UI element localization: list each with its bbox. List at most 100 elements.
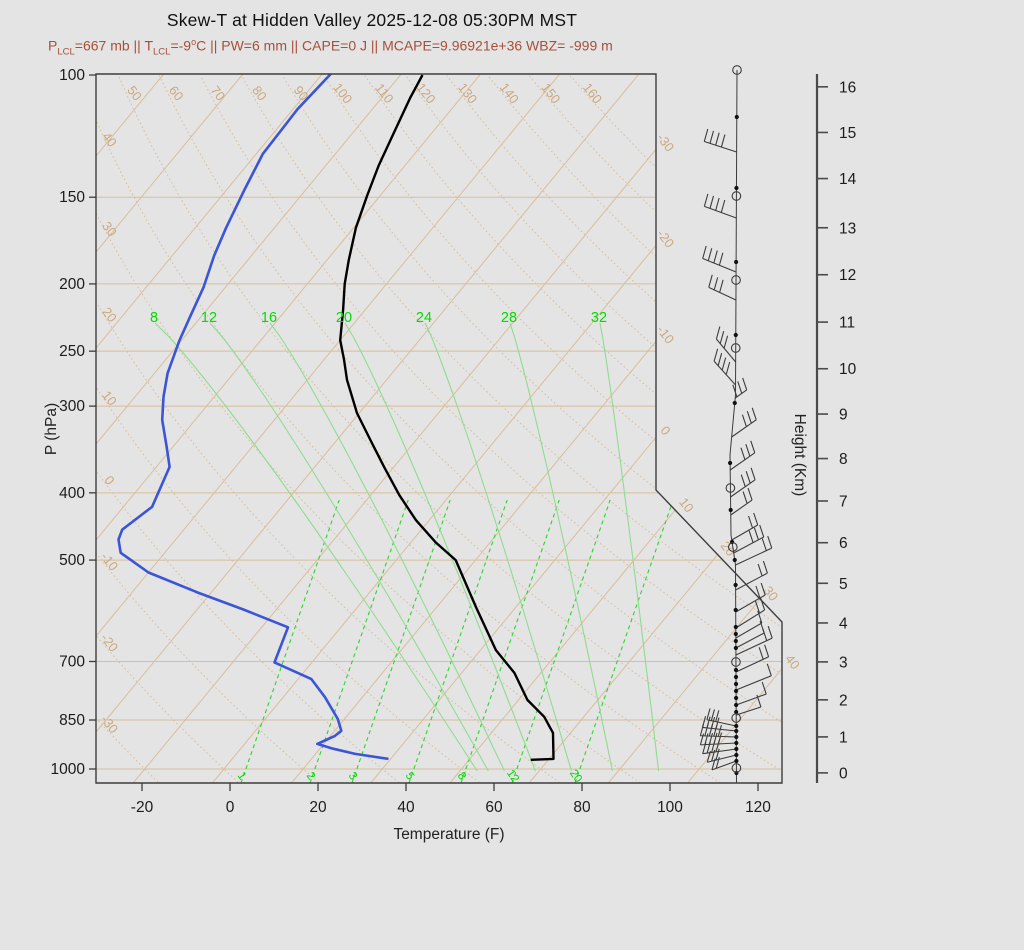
wind-level-dot (733, 681, 739, 687)
wind-level-dot (733, 332, 738, 338)
wind-level-dot (728, 507, 733, 513)
pressure-axis: 100 150 200 250 300 400 500 700 850 1000 (51, 67, 96, 778)
svg-text:30: 30 (761, 583, 782, 604)
svg-text:90: 90 (291, 83, 312, 104)
svg-text:60: 60 (166, 83, 187, 104)
pressure-tick-label: 1000 (51, 761, 86, 778)
height-tick-label: 4 (839, 615, 848, 632)
height-tick-label: 6 (839, 535, 848, 552)
wind-level-dot (732, 557, 737, 563)
height-tick-label: 1 (839, 729, 848, 746)
temperature-tick-label: 0 (226, 799, 235, 816)
wind-level-circle (731, 191, 742, 201)
moist-adiabat-label: 20 (336, 310, 352, 326)
height-tick-label: 16 (839, 79, 856, 96)
moist-adiabat-label: 24 (416, 310, 432, 326)
dry-adiabat-left-label: 0 (101, 473, 117, 488)
temperature-tick-label: -20 (131, 799, 154, 816)
svg-text:100: 100 (330, 80, 355, 106)
wind-level-circle (730, 343, 741, 353)
height-tick-label: 7 (839, 494, 848, 511)
pressure-tick-label: 500 (59, 552, 85, 569)
wind-level-circle (725, 483, 736, 493)
svg-text:160: 160 (580, 80, 605, 106)
wind-level-dot (733, 631, 738, 637)
wind-level-dot (734, 728, 739, 734)
wind-level-dot (733, 667, 739, 673)
moist-adiabat-label: 32 (591, 310, 607, 326)
svg-text:80: 80 (249, 83, 270, 104)
dry-adiabat-left-label: 30 (99, 219, 120, 240)
wind-level-dot (728, 460, 733, 466)
temperature-axis-label: Temperature (F) (393, 826, 505, 843)
height-tick-label: 5 (839, 576, 848, 593)
temperature-tick-label: 80 (573, 799, 591, 816)
temperature-tick-label: 20 (309, 799, 327, 816)
height-tick-label: 2 (839, 692, 848, 709)
wind-level-dot (734, 752, 739, 758)
height-tick-label: 3 (839, 654, 848, 671)
wind-level-dot (733, 688, 739, 694)
height-tick-label: 8 (839, 451, 848, 468)
wind-level-dot (733, 645, 738, 651)
pressure-tick-label: 850 (59, 712, 85, 729)
wind-level-dot (734, 723, 739, 729)
wind-level-circle (727, 542, 738, 552)
moist-adiabat-lines (154, 322, 660, 772)
wind-level-circle (731, 763, 742, 773)
moist-adiabat-label: 12 (201, 310, 217, 326)
wind-level-dot (733, 624, 738, 630)
temperature-tick-label: 60 (485, 799, 503, 816)
dry-adiabat-left-label: -20 (98, 631, 121, 655)
dry-adiabat-left-label: -10 (98, 549, 121, 573)
pressure-tick-label: 700 (59, 653, 85, 670)
temperature-tick-label: 100 (657, 799, 683, 816)
wind-level-dot (733, 638, 738, 644)
svg-text:140: 140 (497, 80, 522, 106)
pressure-tick-label: 300 (59, 398, 85, 415)
pressure-tick-label: 150 (59, 189, 85, 206)
height-tick-label: 14 (839, 171, 857, 188)
svg-text:10: 10 (676, 495, 697, 516)
svg-text:0: 0 (657, 423, 673, 438)
wind-barb-column (699, 65, 773, 784)
wind-level-dot (732, 400, 737, 406)
wind-level-dot (734, 185, 739, 191)
wind-level-dot (734, 702, 739, 708)
svg-text:70: 70 (208, 83, 229, 104)
wind-level-dot (734, 259, 739, 265)
dry-adiabat-left-label: 40 (99, 129, 120, 150)
plot-border (95, 73, 783, 784)
chart-subtitle-indices: PLCL=667 mb || TLCL=-9oC || PW=6 mm || C… (48, 37, 613, 58)
dry-adiabat-left-label: -30 (98, 712, 121, 736)
moist-adiabat-label: 28 (501, 310, 517, 326)
pressure-tick-label: 100 (59, 67, 85, 84)
temperature-tick-label: 40 (397, 799, 415, 816)
pressure-tick-label: 400 (59, 485, 85, 502)
dry-adiabat-left-label: 10 (99, 388, 120, 409)
wind-level-dot (733, 582, 738, 588)
dry-adiabat-left-label: 20 (99, 304, 120, 325)
temperature-tick-label: 120 (745, 799, 771, 816)
mixing-ratio-lines (240, 499, 674, 783)
dewpoint-curve (117, 74, 389, 761)
svg-text:40: 40 (782, 651, 803, 672)
svg-text:-10: -10 (654, 323, 677, 347)
wind-level-circle (732, 65, 742, 75)
moist-adiabat-label: 16 (261, 310, 277, 326)
height-tick-label: 15 (839, 125, 856, 142)
wind-level-circle (731, 657, 741, 667)
wind-level-dot (734, 734, 739, 740)
height-tick-label: 12 (839, 267, 856, 284)
isobar-lines (96, 196, 782, 770)
svg-text:20: 20 (718, 538, 739, 559)
wind-level-dot (734, 695, 739, 701)
wind-level-dot (733, 607, 738, 613)
height-tick-label: 13 (839, 220, 856, 237)
height-tick-label: 9 (839, 407, 848, 424)
svg-text:130: 130 (455, 80, 480, 106)
wind-level-dot (734, 740, 739, 746)
height-tick-label: 11 (839, 315, 855, 332)
